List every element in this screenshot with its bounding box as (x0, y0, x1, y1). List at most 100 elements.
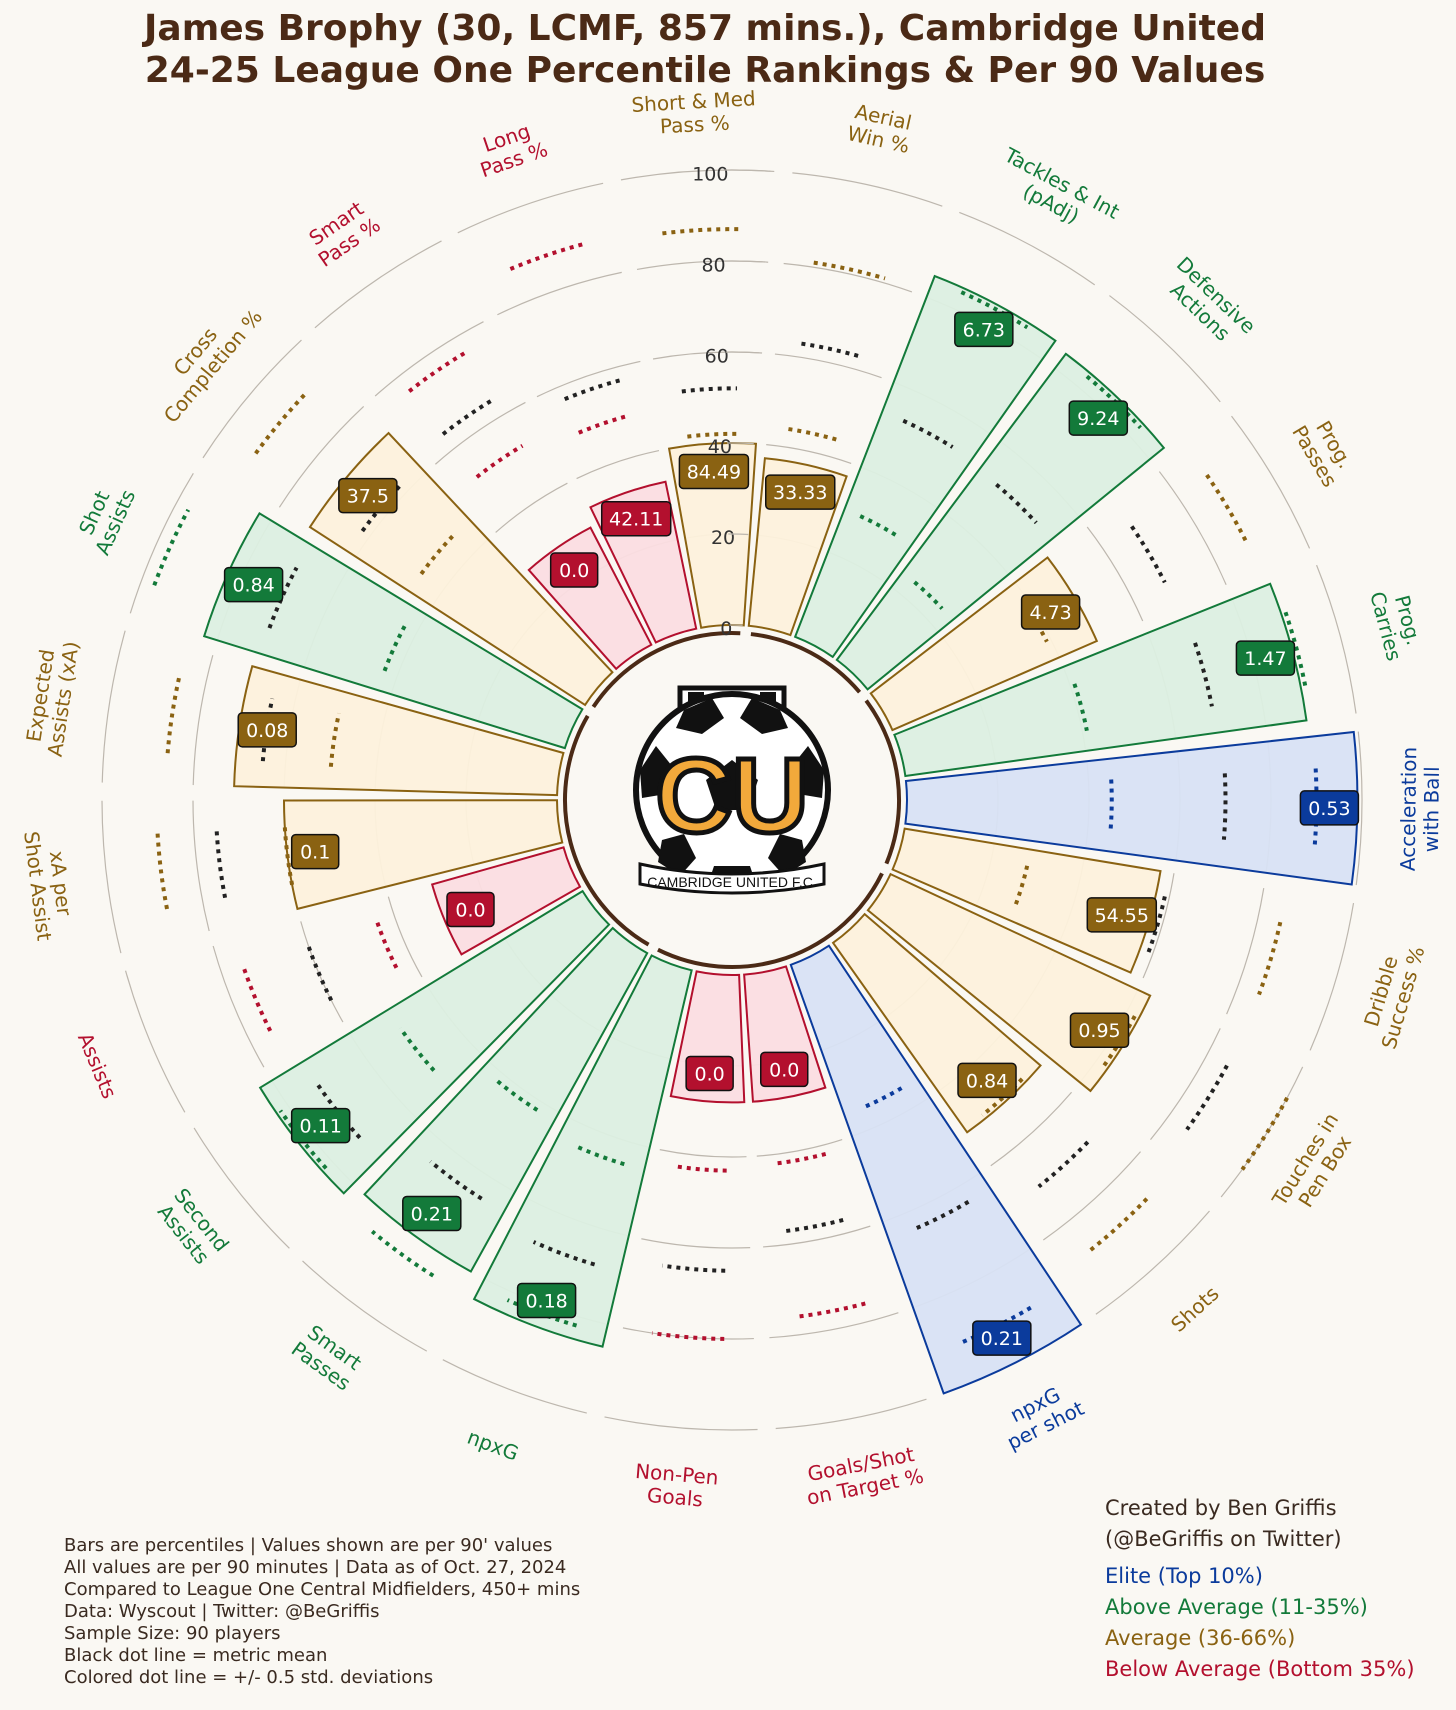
value-label: 0.84 (957, 1062, 1017, 1099)
credit-line-2: (@BeGriffis on Twitter) (1105, 1527, 1342, 1551)
mean-line (681, 386, 738, 394)
svg-text:6.73: 6.73 (963, 319, 1005, 341)
legend-below-average: Below Average (Bottom 35%) (1105, 1657, 1415, 1681)
value-label: 0.08 (237, 712, 297, 748)
mean-line (316, 1083, 362, 1140)
sd-line-low (419, 532, 456, 576)
sd-line-high (155, 832, 169, 910)
chart-title-line-2: 24-25 League One Percentile Rankings & P… (144, 50, 1266, 91)
value-label: 84.49 (678, 453, 750, 490)
legend-above-average: Above Average (11-35%) (1105, 1595, 1368, 1619)
sd-line-high (152, 508, 191, 586)
footnote-line: Compared to League One Central Midfielde… (64, 1579, 581, 1600)
tick-arc (727, 442, 754, 445)
value-label: 0.0 (446, 891, 495, 928)
metric-label: SecondAssists (151, 1184, 234, 1271)
footnotes: Bars are percentiles | Values shown are … (64, 1535, 580, 1689)
metric-label: xA perShot Assist (19, 827, 79, 942)
grid-arc (101, 630, 126, 783)
grid-arc (1086, 526, 1144, 622)
metric-label: Goals/Shoton Target % (800, 1441, 925, 1510)
tick-arc (725, 351, 760, 354)
svg-text:0.0: 0.0 (455, 899, 485, 921)
sd-line-low (860, 1086, 903, 1111)
grid-arc (576, 449, 660, 480)
value-labels: 33.33 6.73 9.24 4.73 1.47 0.53 54.55 0.95 0.84 0.… (223, 311, 1360, 1356)
grid-arc (774, 353, 882, 379)
sd-line-high (1205, 473, 1248, 543)
mean-line (532, 1240, 596, 1267)
svg-text:0.84: 0.84 (966, 1070, 1008, 1092)
svg-text:0.0: 0.0 (769, 1059, 799, 1081)
credit-and-legend: Created by Ben Griffis (@BeGriffis on Tw… (1105, 1493, 1415, 1685)
sd-line-high (241, 966, 273, 1032)
grid-arc (783, 262, 913, 293)
grid-arc (1158, 471, 1227, 585)
grid-arc (1309, 902, 1355, 1051)
grid-arc (763, 1225, 871, 1248)
value-label: 0.84 (223, 566, 284, 603)
svg-text:0.11: 0.11 (300, 1116, 342, 1138)
sd-line-high (165, 677, 181, 754)
value-label: 0.95 (1069, 1012, 1130, 1048)
value-label: 54.55 (1086, 897, 1158, 933)
group-bracket (864, 699, 901, 865)
percentile-bar (472, 954, 693, 1348)
metric-label: SmartPass % (301, 194, 385, 272)
sd-line-low (475, 444, 524, 479)
mean-line (563, 378, 621, 402)
value-label: 6.73 (954, 311, 1014, 348)
tier-group-arcs (563, 631, 901, 969)
percentile-bar (430, 846, 582, 956)
value-label: 0.18 (516, 1282, 577, 1319)
legend-elite: Elite (Top 10%) (1105, 1564, 1263, 1588)
percentile-bar (282, 799, 564, 911)
value-label: 1.47 (1235, 640, 1296, 676)
value-label: 0.11 (290, 1107, 351, 1144)
sd-line-low (913, 580, 944, 610)
grid-arc (129, 472, 194, 614)
grid-arc (1355, 731, 1363, 886)
svg-text:37.5: 37.5 (347, 486, 389, 508)
svg-text:0.21: 0.21 (981, 1328, 1023, 1350)
metric-label: Accelerationwith Ball (1396, 747, 1445, 872)
mean-line (785, 1217, 844, 1233)
radial-tick-label: 100 (692, 163, 728, 185)
footnote-line: Black dot line = metric mean (64, 1645, 328, 1666)
metric-label: AerialWin % (845, 99, 917, 159)
grid-arc (457, 182, 604, 234)
sd-line-low (328, 712, 341, 767)
grid-arc (536, 360, 641, 398)
metric-label: DefensiveActions (1156, 252, 1261, 355)
sd-line-high (813, 260, 886, 281)
grid-arc (1220, 1066, 1304, 1198)
radial-tick-label: 0 (720, 618, 732, 640)
value-label: 37.5 (338, 477, 398, 514)
grid-arc (124, 970, 186, 1113)
percentile-bar (233, 664, 565, 797)
grid-arc (659, 1149, 747, 1158)
mean-line (1193, 642, 1214, 707)
grid-arc (193, 1127, 290, 1249)
svg-text:0.1: 0.1 (300, 842, 330, 864)
mean-line (1130, 525, 1167, 584)
sd-line-low (1013, 865, 1030, 906)
grid-arc (435, 401, 526, 465)
grid-arc (959, 211, 1096, 286)
value-label: 0.1 (290, 833, 340, 870)
grid-arc (1142, 873, 1175, 979)
svg-text:42.11: 42.11 (609, 509, 663, 531)
svg-text:4.73: 4.73 (1029, 602, 1071, 624)
radial-tick-label: 20 (711, 527, 735, 549)
legend-average: Average (36-66%) (1105, 1626, 1296, 1650)
percentile-bar (835, 352, 1166, 691)
svg-text:9.24: 9.24 (1077, 408, 1119, 430)
mean-line (902, 418, 954, 449)
grid-arc (990, 1091, 1073, 1167)
credit-line-1: Created by Ben Griffis (1105, 1496, 1337, 1520)
logo-monogram: CU (655, 737, 808, 855)
logo-banner-text: CAMBRIDGE UNITED F.C. (647, 874, 817, 890)
percentile-bar (202, 512, 584, 750)
group-bracket (563, 714, 650, 947)
